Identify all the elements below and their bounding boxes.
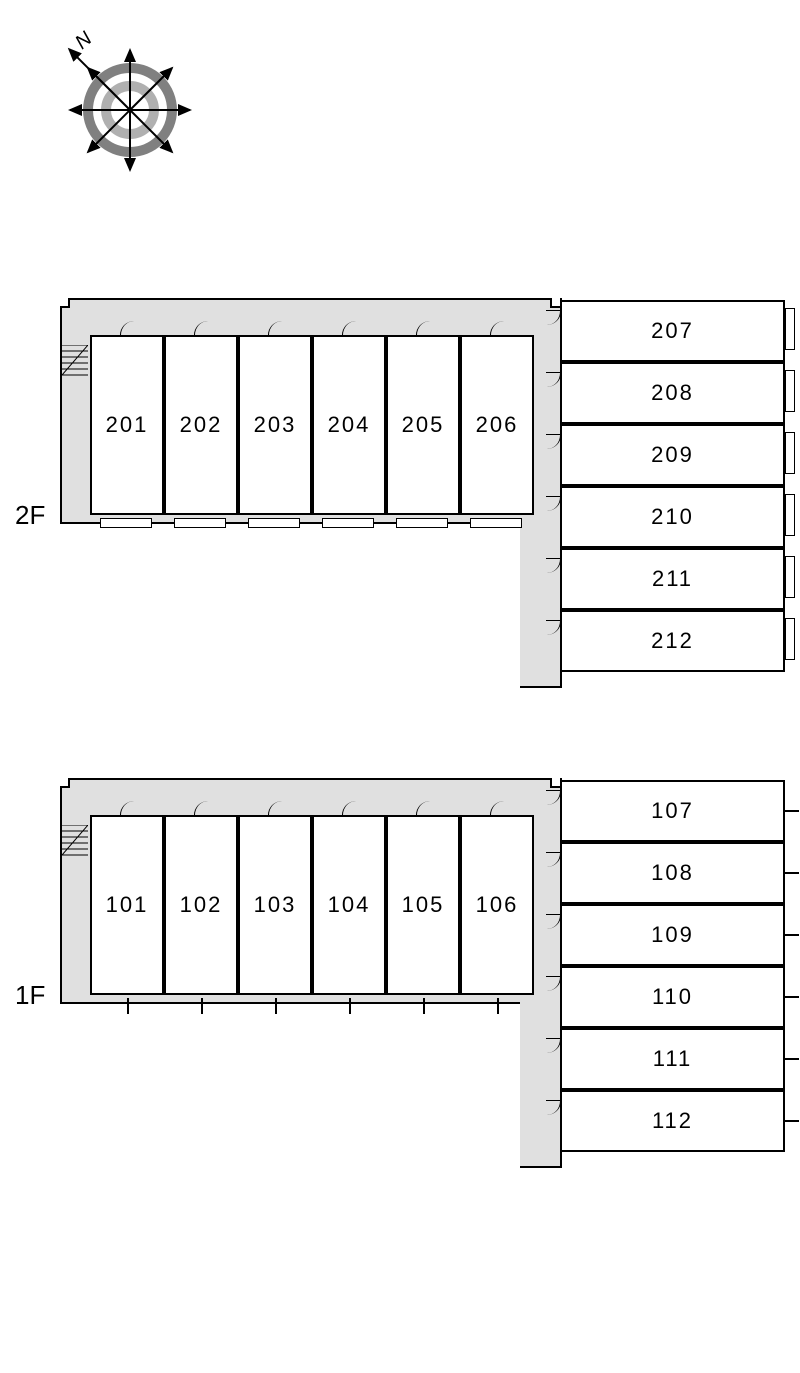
unit-label: 107	[651, 798, 694, 824]
floorplan-page: N 2F	[0, 0, 800, 1373]
unit-label: 211	[652, 566, 693, 592]
compass-n-text: N	[71, 27, 97, 53]
unit-212: 212	[560, 610, 785, 672]
tick-mark	[785, 1058, 799, 1060]
unit-label: 206	[476, 412, 519, 438]
floor-label-1f: 1F	[15, 980, 45, 1011]
tick-mark	[423, 998, 425, 1014]
tick-mark	[785, 934, 799, 936]
unit-210: 210	[560, 486, 785, 548]
tick-mark	[785, 996, 799, 998]
unit-209: 209	[560, 424, 785, 486]
unit-207: 207	[560, 300, 785, 362]
balcony	[785, 370, 795, 412]
unit-211: 211	[560, 548, 785, 610]
unit-label: 109	[651, 922, 694, 948]
unit-label: 202	[180, 412, 223, 438]
tick-mark	[349, 998, 351, 1014]
floor-2f: 2F 201 202	[20, 290, 780, 740]
balcony	[785, 556, 795, 598]
unit-label: 207	[651, 318, 694, 344]
unit-label: 210	[651, 504, 694, 530]
unit-label: 212	[651, 628, 694, 654]
tick-mark	[497, 998, 499, 1014]
unit-label: 103	[254, 892, 297, 918]
unit-111: 111	[560, 1028, 785, 1090]
unit-107: 107	[560, 780, 785, 842]
tick-mark	[275, 998, 277, 1014]
stairs-icon	[62, 825, 92, 875]
unit-label: 111	[653, 1046, 692, 1072]
tick-mark	[201, 998, 203, 1014]
unit-label: 208	[651, 380, 694, 406]
balcony	[785, 494, 795, 536]
unit-106: 106	[460, 815, 534, 995]
stairs-icon	[62, 345, 92, 395]
unit-205: 205	[386, 335, 460, 515]
unit-201: 201	[90, 335, 164, 515]
unit-206: 206	[460, 335, 534, 515]
floor-label-2f: 2F	[15, 500, 45, 531]
unit-label: 101	[106, 892, 149, 918]
unit-208: 208	[560, 362, 785, 424]
unit-103: 103	[238, 815, 312, 995]
unit-label: 203	[254, 412, 297, 438]
compass: N	[40, 20, 200, 180]
balcony	[174, 518, 226, 528]
balcony	[396, 518, 448, 528]
tick-mark	[785, 1120, 799, 1122]
balcony	[248, 518, 300, 528]
unit-label: 106	[476, 892, 519, 918]
unit-label: 205	[402, 412, 445, 438]
balcony	[470, 518, 522, 528]
unit-203: 203	[238, 335, 312, 515]
balcony	[322, 518, 374, 528]
unit-label: 104	[328, 892, 371, 918]
unit-label: 209	[651, 442, 694, 468]
tick-mark	[785, 872, 799, 874]
unit-105: 105	[386, 815, 460, 995]
balcony	[785, 432, 795, 474]
balcony	[785, 618, 795, 660]
unit-110: 110	[560, 966, 785, 1028]
unit-204: 204	[312, 335, 386, 515]
unit-label: 201	[106, 412, 149, 438]
unit-102: 102	[164, 815, 238, 995]
tick-mark	[127, 998, 129, 1014]
unit-104: 104	[312, 815, 386, 995]
unit-109: 109	[560, 904, 785, 966]
unit-label: 102	[180, 892, 223, 918]
floor-1f: 1F 101 102 103 104 105	[20, 770, 780, 1220]
balcony	[785, 308, 795, 350]
unit-label: 105	[402, 892, 445, 918]
balcony	[100, 518, 152, 528]
unit-label: 108	[651, 860, 694, 886]
unit-108: 108	[560, 842, 785, 904]
unit-label: 204	[328, 412, 371, 438]
unit-112: 112	[560, 1090, 785, 1152]
unit-202: 202	[164, 335, 238, 515]
unit-101: 101	[90, 815, 164, 995]
unit-label: 110	[652, 984, 693, 1010]
unit-label: 112	[652, 1108, 693, 1134]
tick-mark	[785, 810, 799, 812]
